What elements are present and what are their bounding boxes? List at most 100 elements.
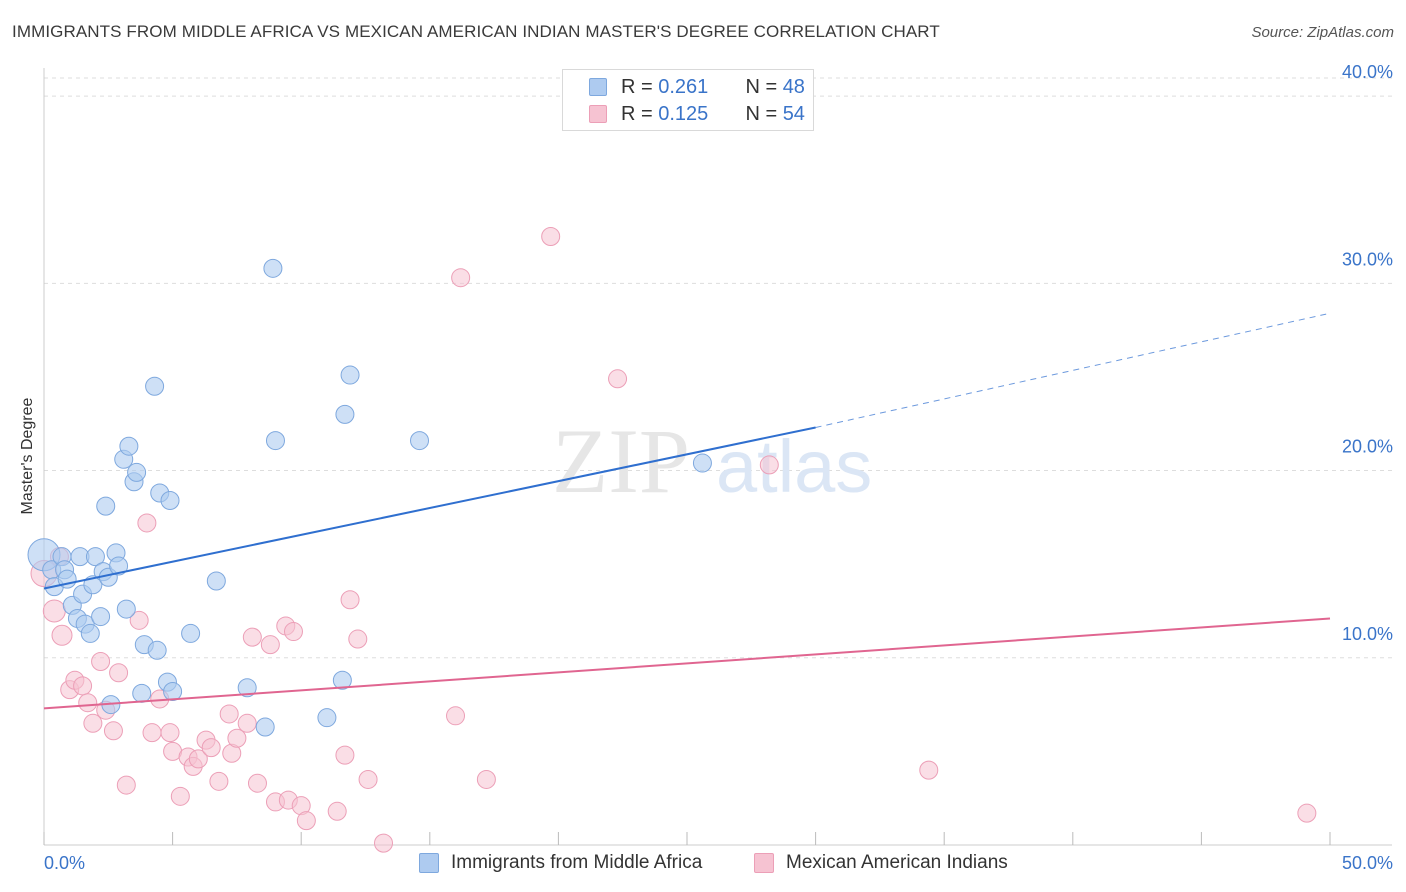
point-immigrants-middle-africa	[132, 683, 152, 703]
x-tick-label-max: 50.0%	[1342, 853, 1393, 873]
point-mexican-american-indians	[296, 811, 316, 831]
point-mexican-american-indians	[260, 635, 280, 655]
watermark-atlas: atlas	[716, 425, 872, 508]
y-tick-label: 10.0%	[1342, 624, 1393, 644]
point-immigrants-middle-africa	[237, 678, 257, 698]
source-label: Source: ZipAtlas.com	[1251, 24, 1394, 41]
point-mexican-american-indians	[142, 723, 162, 743]
y-tick-label: 30.0%	[1342, 249, 1393, 269]
point-immigrants-middle-africa	[181, 623, 201, 643]
legend-pink-r-label: R =	[621, 103, 659, 125]
legend-pink-n-value: 54	[782, 103, 805, 125]
point-mexican-american-indians	[242, 627, 262, 647]
point-immigrants-middle-africa	[80, 623, 100, 643]
point-mexican-american-indians	[608, 369, 628, 389]
point-mexican-american-indians	[283, 622, 303, 642]
point-mexican-american-indians	[91, 652, 111, 672]
point-mexican-american-indians	[42, 599, 66, 623]
watermark-zip: ZIP	[552, 410, 690, 512]
legend-pink-r-value: 0.125	[658, 103, 709, 125]
point-mexican-american-indians	[1297, 803, 1317, 823]
point-mexican-american-indians	[247, 773, 267, 793]
point-mexican-american-indians	[446, 706, 466, 726]
legend-swatch-pink	[589, 105, 607, 123]
point-mexican-american-indians	[78, 693, 98, 713]
y-tick-label: 20.0%	[1342, 437, 1393, 457]
point-immigrants-middle-africa	[335, 404, 355, 424]
gridlines	[44, 77, 1392, 659]
legend-blue-r-label: R =	[621, 76, 659, 98]
point-immigrants-middle-africa	[119, 436, 139, 456]
point-mexican-american-indians	[103, 721, 123, 741]
trend-lines	[43, 312, 1331, 710]
point-immigrants-middle-africa	[340, 365, 360, 385]
trend-line-blue-extrapolated	[815, 312, 1331, 428]
point-mexican-american-indians	[51, 624, 73, 646]
bottom-legend-label-blue: Immigrants from Middle Africa	[451, 852, 703, 873]
point-immigrants-middle-africa	[263, 258, 283, 278]
point-mexican-american-indians	[170, 786, 190, 806]
point-immigrants-middle-africa	[127, 462, 147, 482]
point-mexican-american-indians	[219, 704, 239, 724]
point-mexican-american-indians	[759, 455, 779, 475]
point-mexican-american-indians	[227, 728, 247, 748]
point-mexican-american-indians	[201, 738, 221, 758]
point-immigrants-middle-africa	[145, 376, 165, 396]
watermark: ZIP atlas	[552, 410, 872, 512]
point-immigrants-middle-africa	[109, 556, 129, 576]
point-immigrants-middle-africa	[265, 431, 285, 451]
point-mexican-american-indians	[358, 769, 378, 789]
legend-swatch-blue	[589, 78, 607, 96]
point-immigrants-middle-africa	[206, 571, 226, 591]
x-tick-label-min: 0.0%	[44, 853, 85, 873]
point-mexican-american-indians	[919, 760, 939, 780]
series-immigrants-middle-africa	[27, 258, 712, 737]
y-axis-label: Master's Degree	[19, 397, 36, 515]
point-mexican-american-indians	[209, 771, 229, 791]
bottom-legend-swatch-blue	[419, 853, 439, 873]
legend-blue-n-value: 48	[782, 76, 805, 98]
bottom-legend-swatch-pink	[754, 853, 774, 873]
point-mexican-american-indians	[541, 227, 561, 247]
chart-title: IMMIGRANTS FROM MIDDLE AFRICA VS MEXICAN…	[12, 22, 940, 41]
point-mexican-american-indians	[340, 590, 360, 610]
point-mexican-american-indians	[237, 713, 257, 733]
point-mexican-american-indians	[160, 723, 180, 743]
legend-blue-n-label: N =	[745, 76, 783, 98]
point-mexican-american-indians	[476, 769, 496, 789]
y-tick-label: 40.0%	[1342, 62, 1393, 82]
axes	[43, 68, 1392, 846]
point-mexican-american-indians	[327, 801, 347, 821]
point-immigrants-middle-africa	[116, 599, 136, 619]
legend-blue-r-value: 0.261	[658, 76, 709, 98]
point-immigrants-middle-africa	[160, 490, 180, 510]
point-immigrants-middle-africa	[317, 708, 337, 728]
series-mexican-american-indians	[30, 227, 1317, 853]
point-mexican-american-indians	[348, 629, 368, 649]
point-immigrants-middle-africa	[91, 607, 111, 627]
tick-labels: 10.0% 20.0% 30.0% 40.0% 0.0% 50.0%	[44, 62, 1393, 873]
point-immigrants-middle-africa	[96, 496, 116, 516]
legend-pink-n-label: N =	[745, 103, 783, 125]
point-immigrants-middle-africa	[692, 453, 712, 473]
point-immigrants-middle-africa	[332, 670, 352, 690]
point-immigrants-middle-africa	[163, 681, 183, 701]
point-immigrants-middle-africa	[255, 717, 275, 737]
point-immigrants-middle-africa	[85, 547, 105, 567]
bottom-legend-label-pink: Mexican American Indians	[786, 852, 1008, 873]
point-mexican-american-indians	[116, 775, 136, 795]
point-mexican-american-indians	[335, 745, 355, 765]
point-mexican-american-indians	[73, 676, 93, 696]
point-mexican-american-indians	[109, 663, 129, 683]
point-immigrants-middle-africa	[410, 431, 430, 451]
point-mexican-american-indians	[129, 610, 149, 630]
point-mexican-american-indians	[83, 713, 103, 733]
trend-line-pink	[43, 617, 1331, 710]
point-mexican-american-indians	[451, 268, 471, 288]
point-mexican-american-indians	[137, 513, 157, 533]
point-mexican-american-indians	[188, 749, 208, 769]
trend-line-blue	[43, 426, 816, 590]
point-immigrants-middle-africa	[147, 640, 167, 660]
correlation-legend: R = 0.261 N = 48 R = 0.125 N = 54	[562, 69, 814, 131]
